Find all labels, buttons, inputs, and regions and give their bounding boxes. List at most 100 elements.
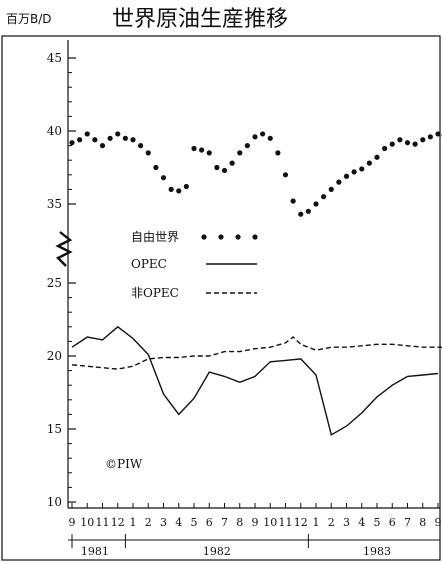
free-world-point	[351, 169, 357, 175]
outer-frame	[1, 35, 441, 561]
free-world-point	[343, 173, 350, 179]
legend-swatch-free-world	[235, 234, 241, 240]
x-month-label: 5	[374, 516, 381, 529]
free-world-point	[69, 140, 75, 146]
x-month-label: 7	[404, 516, 411, 529]
free-world-point	[229, 160, 235, 166]
free-world-point	[199, 147, 205, 153]
free-world-point	[183, 183, 189, 190]
y-tick-label: 15	[47, 422, 62, 436]
free-world-point	[404, 140, 411, 146]
year-label: 1981	[81, 545, 109, 558]
legend-swatch-free-world	[252, 234, 258, 240]
x-month-label: 4	[175, 516, 182, 529]
y-tick-label: 25	[47, 276, 62, 290]
legend-label-free-world: 自由世界	[131, 230, 179, 244]
free-world-point	[267, 135, 273, 141]
x-month-label: 9	[252, 516, 259, 529]
non-opec-line	[71, 336, 442, 370]
free-world-point	[221, 167, 228, 174]
x-month-label: 2	[145, 516, 152, 529]
x-month-label: 8	[419, 516, 426, 529]
free-world-point	[77, 137, 83, 143]
free-world-point	[435, 131, 441, 137]
y-axis: 45 40 35 25 20 15 10	[47, 51, 76, 509]
free-world-point	[389, 141, 395, 147]
legend: 自由世界 OPEC 非OPEC	[131, 230, 258, 300]
x-month-label: 8	[236, 516, 243, 529]
free-world-point	[214, 164, 220, 171]
free-world-point	[382, 145, 388, 152]
y-tick-label: 45	[47, 51, 62, 65]
opec-line	[71, 325, 439, 436]
free-world-point	[84, 131, 90, 137]
y-axis-unit-label: 百万B/D	[6, 12, 52, 26]
chart-title: 世界原油生産推移	[112, 7, 288, 32]
free-world-point	[176, 188, 182, 194]
x-month-label: 12	[294, 516, 308, 529]
free-world-point	[305, 208, 311, 214]
free-world-point	[244, 143, 250, 149]
x-month-label: 9	[435, 516, 442, 529]
x-month-label: 7	[221, 516, 228, 529]
free-world-point	[130, 137, 136, 143]
y-tick-label: 20	[47, 349, 62, 363]
legend-label-opec: OPEC	[131, 257, 167, 271]
free-world-point	[328, 186, 334, 192]
free-world-point	[359, 166, 365, 172]
free-world-point	[366, 160, 372, 166]
free-world-point	[336, 179, 342, 185]
x-month-label: 11	[279, 516, 293, 529]
x-month-label: 11	[96, 516, 110, 529]
free-world-point	[427, 134, 433, 140]
free-world-point	[374, 154, 380, 160]
free-world-point	[290, 198, 296, 204]
x-month-label: 1	[130, 516, 137, 529]
legend-swatch-free-world	[201, 234, 207, 240]
free-world-point	[260, 131, 266, 137]
free-world-point	[145, 150, 151, 156]
free-world-point	[168, 186, 174, 192]
x-month-label: 3	[160, 516, 167, 529]
x-month-label: 10	[263, 516, 277, 529]
axis-break-mark	[55, 231, 73, 267]
free-world-point	[191, 145, 197, 152]
x-month-label: 3	[343, 516, 350, 529]
free-world-point	[206, 150, 212, 156]
copyright-label: ©PIW	[105, 457, 143, 471]
y-tick-label: 10	[47, 495, 62, 509]
legend-swatch-free-world	[218, 234, 224, 240]
free-world-point	[397, 137, 403, 143]
free-world-point	[99, 143, 106, 149]
series-layer	[69, 131, 442, 436]
y-tick-label: 40	[47, 124, 62, 138]
free-world-point	[321, 194, 327, 200]
free-world-point	[115, 131, 121, 137]
year-label: 1982	[203, 545, 231, 558]
x-month-label: 12	[111, 516, 125, 529]
x-month-label: 2	[328, 516, 335, 529]
year-label: 1983	[363, 545, 391, 558]
free-world-point	[237, 150, 243, 156]
free-world-point	[420, 137, 426, 143]
free-world-point	[122, 135, 128, 141]
free-world-point	[282, 172, 289, 178]
x-month-label: 4	[358, 516, 365, 529]
free-world-point	[160, 175, 167, 181]
free-world-point	[92, 137, 98, 143]
x-month-label: 6	[206, 516, 213, 529]
y-tick-label: 35	[47, 197, 62, 211]
legend-label-non-opec: 非OPEC	[131, 286, 179, 300]
free-world-point	[252, 134, 258, 140]
x-month-label: 9	[69, 516, 76, 529]
free-world-point	[107, 135, 113, 141]
x-month-label: 10	[80, 516, 94, 529]
x-month-label: 5	[191, 516, 198, 529]
free-world-point	[153, 164, 159, 171]
free-world-point	[412, 141, 418, 147]
free-world-point	[298, 211, 304, 217]
free-world-point	[138, 143, 144, 149]
